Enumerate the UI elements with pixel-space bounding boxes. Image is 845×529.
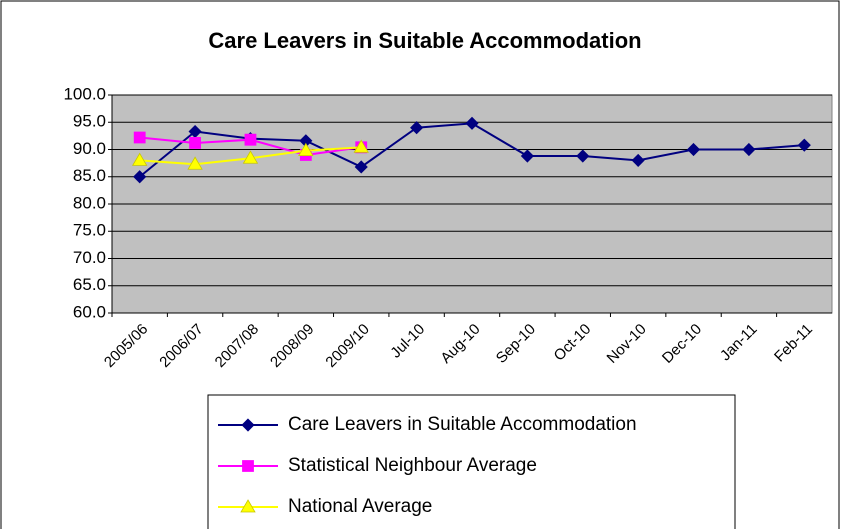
y-tick-label: 85.0 [73,166,106,185]
marker [244,133,257,146]
chart-title: Care Leavers in Suitable Accommodation [208,28,641,53]
marker [187,156,203,170]
legend: Care Leavers in Suitable Accommodation St… [207,394,736,529]
marker [631,153,645,167]
marker [520,149,534,163]
y-tick-label: 75.0 [73,221,106,240]
marker [576,149,590,163]
legend-label: National Average [288,496,432,517]
marker [241,418,255,432]
y-tick-label: 90.0 [73,139,106,158]
y-tick-label: 80.0 [73,193,106,212]
y-tick-label: 70.0 [73,248,106,267]
marker [242,150,259,164]
marker [410,121,424,135]
y-tick-label: 65.0 [73,275,106,294]
marker [797,138,811,152]
marker [189,137,201,149]
marker [242,460,254,472]
legend-label: Statistical Neighbour Average [288,455,537,476]
marker [465,116,479,130]
marker [131,152,148,166]
marker [133,170,147,184]
marker [298,142,314,156]
y-tick-label: 95.0 [73,112,106,131]
marker [133,131,146,144]
marker [686,142,701,157]
marker [240,499,256,513]
legend-box [207,394,736,529]
y-tick-label: 100.0 [63,84,106,103]
marker [354,160,368,174]
y-tick-label: 60.0 [73,302,106,321]
marker [353,139,369,153]
legend-label: Care Leavers in Suitable Accommodation [288,414,637,435]
marker [742,142,756,157]
